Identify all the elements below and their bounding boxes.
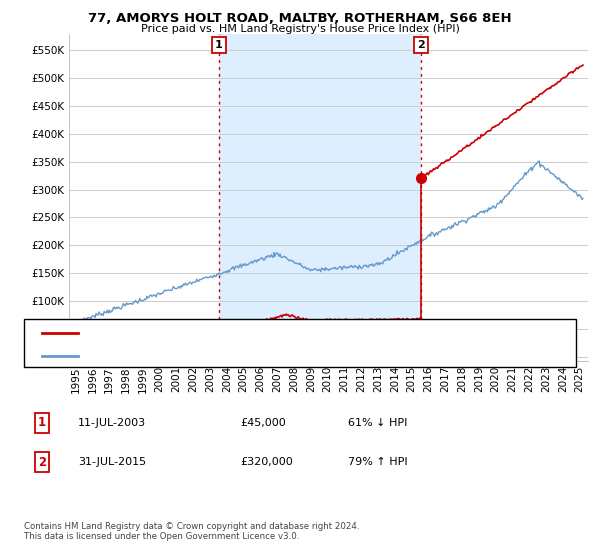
Text: Contains HM Land Registry data © Crown copyright and database right 2024.
This d: Contains HM Land Registry data © Crown c… [24, 522, 359, 542]
Text: 31-JUL-2015: 31-JUL-2015 [78, 457, 146, 467]
Text: 1: 1 [38, 416, 46, 430]
Text: 11-JUL-2003: 11-JUL-2003 [78, 418, 146, 428]
Text: 79% ↑ HPI: 79% ↑ HPI [348, 457, 407, 467]
Text: Price paid vs. HM Land Registry's House Price Index (HPI): Price paid vs. HM Land Registry's House … [140, 24, 460, 34]
Text: 77, AMORYS HOLT ROAD, MALTBY, ROTHERHAM, S66 8EH (detached house): 77, AMORYS HOLT ROAD, MALTBY, ROTHERHAM,… [87, 328, 456, 338]
Bar [219, 34, 421, 361]
Text: 77, AMORYS HOLT ROAD, MALTBY, ROTHERHAM, S66 8EH: 77, AMORYS HOLT ROAD, MALTBY, ROTHERHAM,… [88, 12, 512, 25]
Text: £45,000: £45,000 [240, 418, 286, 428]
Text: HPI: Average price, detached house, Rotherham: HPI: Average price, detached house, Roth… [87, 351, 322, 361]
Text: 1: 1 [215, 40, 223, 50]
Text: 61% ↓ HPI: 61% ↓ HPI [348, 418, 407, 428]
Text: 2: 2 [38, 455, 46, 469]
Text: 2: 2 [418, 40, 425, 50]
Text: £320,000: £320,000 [240, 457, 293, 467]
